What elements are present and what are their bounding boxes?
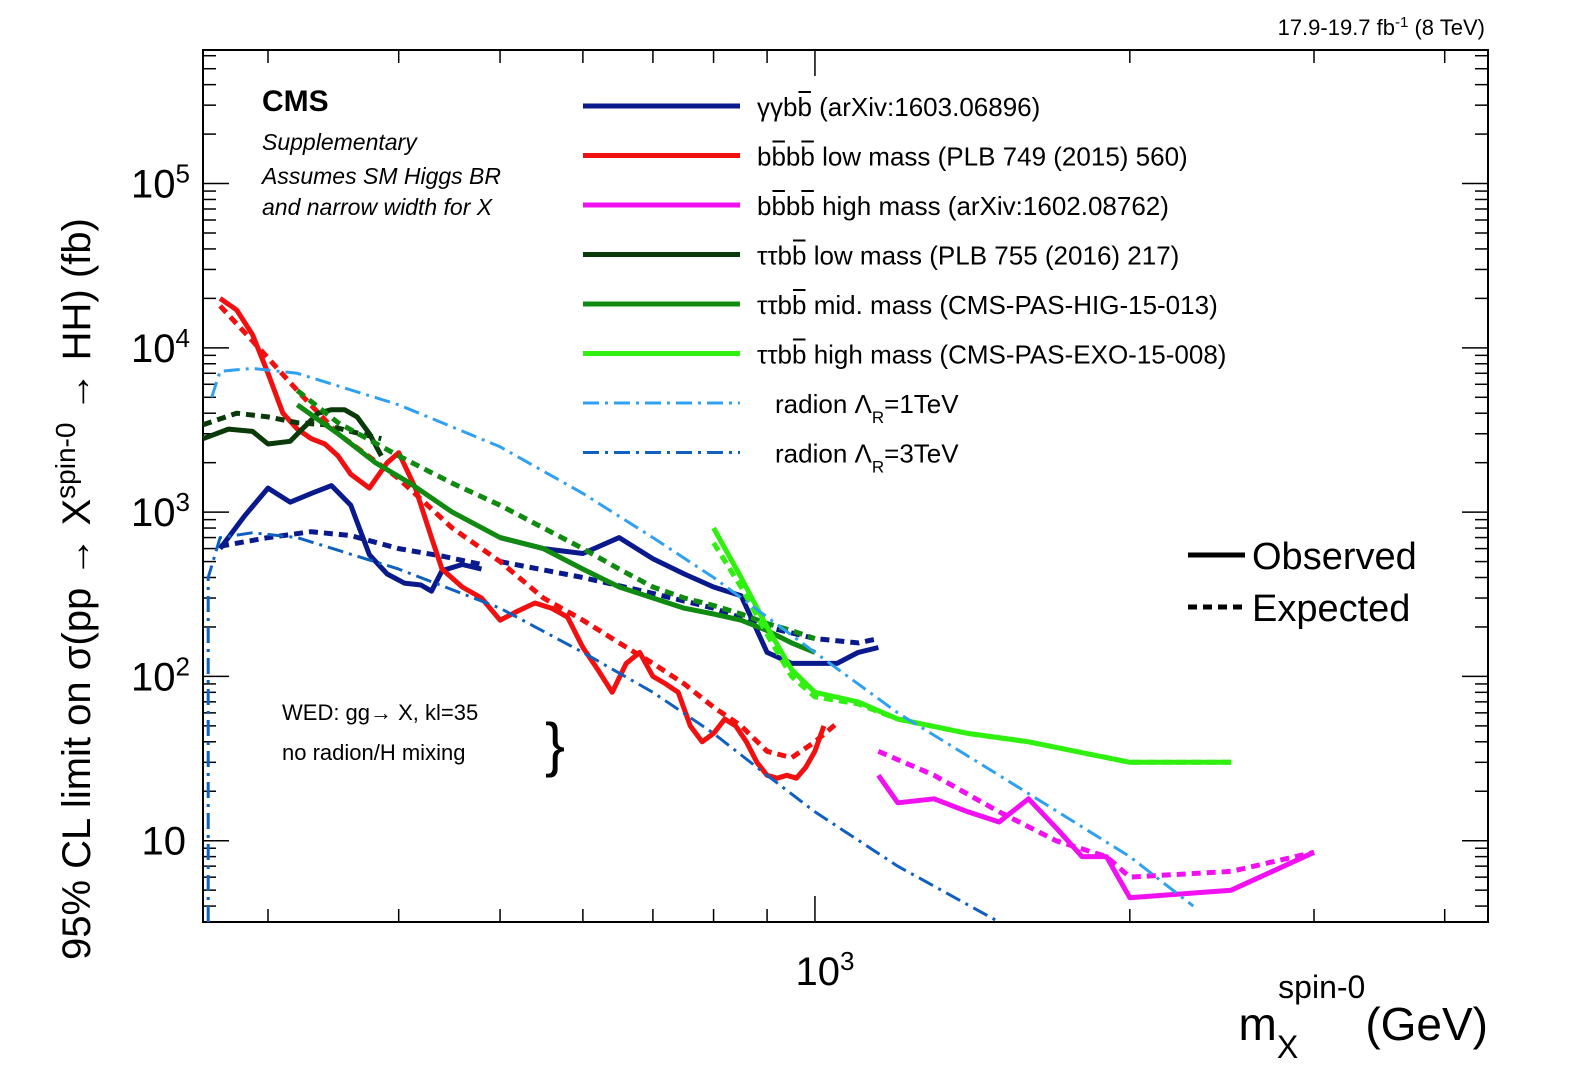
rad1-theory-line <box>210 366 1195 908</box>
ggbb-observed-line <box>218 483 483 594</box>
axis-ticks: 10 102 103 104 105 103 <box>131 50 1488 994</box>
bbbb_low-observed-line <box>218 296 827 781</box>
legend-label-ttbb_low: ττbb low mass (PLB 755 (2016) 217) <box>757 241 1179 271</box>
style-legend-label-dashed: Expected <box>1252 588 1410 630</box>
model-line-1: WED: gg→ X, kl=35 <box>282 700 478 725</box>
y-axis-label: 95% CL limit on σ(pp → Xspin-0 → HH) (fb… <box>50 218 100 960</box>
y-tick-label: 102 <box>131 651 190 699</box>
assumption-line-2: and narrow width for X <box>262 194 494 220</box>
legend-label-ttbb_high: ττbb high mass (CMS-PAS-EXO-15-008) <box>757 340 1226 370</box>
svg-text:95% CL limit on σ(pp → Xspin-0: 95% CL limit on σ(pp → Xspin-0 → HH) (fb… <box>50 218 100 960</box>
plot-curves <box>202 296 1316 924</box>
style-legend-label-solid: Observed <box>1252 536 1417 578</box>
assumption-line-1: Assumes SM Higgs BR <box>260 163 501 189</box>
bbbb_high-observed-line <box>876 773 1316 901</box>
legend-label-ggbb: γγbb (arXiv:1603.06896) <box>757 92 1040 122</box>
rad3-theory-line <box>206 531 1000 924</box>
ttbb_mid-observed-line <box>295 402 816 655</box>
x-axis-label: mXspin-0(GeV) <box>1238 969 1488 1065</box>
y-tick-label: 103 <box>131 487 190 535</box>
legend-label-ttbb_mid: ττbb mid. mass (CMS-PAS-HIG-15-013) <box>757 290 1218 320</box>
bbbb_high-expected-line <box>877 749 1315 880</box>
plot-frame <box>202 49 1489 923</box>
ggbb-expected-line <box>219 529 483 567</box>
legend-label-bbbb_high: bbbb high mass (arXiv:1602.08762) <box>757 191 1169 221</box>
ttbb_high-expected-line <box>711 541 1232 765</box>
y-tick-label: 105 <box>131 159 190 207</box>
y-tick-label: 10 <box>142 820 187 864</box>
style-legend: Observed Expected <box>1188 536 1417 630</box>
model-brace: } <box>545 711 565 778</box>
legend: γγbb (arXiv:1603.06896) bbbb low mass (PL… <box>583 91 1226 477</box>
legend-label-bbbb_low: bbbb low mass (PLB 749 (2015) 560) <box>757 142 1188 172</box>
ttbb_low-observed-line <box>202 407 384 458</box>
legend-label-rad1: radion ΛR=1TeV <box>775 389 959 427</box>
model-line-2: no radion/H mixing <box>282 740 465 765</box>
experiment-label: CMS <box>262 85 329 118</box>
y-tick-label: 104 <box>131 323 190 371</box>
bbbb_low-expected-line <box>218 304 839 761</box>
ttbb_mid-expected-line <box>295 388 816 641</box>
x-tick-label: 103 <box>795 946 854 994</box>
legend-label-rad3: radion ΛR=3TeV <box>775 439 959 477</box>
lumi-label: 17.9-19.7 fb-1 (8 TeV) <box>1278 14 1485 41</box>
supplementary-label: Supplementary <box>262 129 418 155</box>
